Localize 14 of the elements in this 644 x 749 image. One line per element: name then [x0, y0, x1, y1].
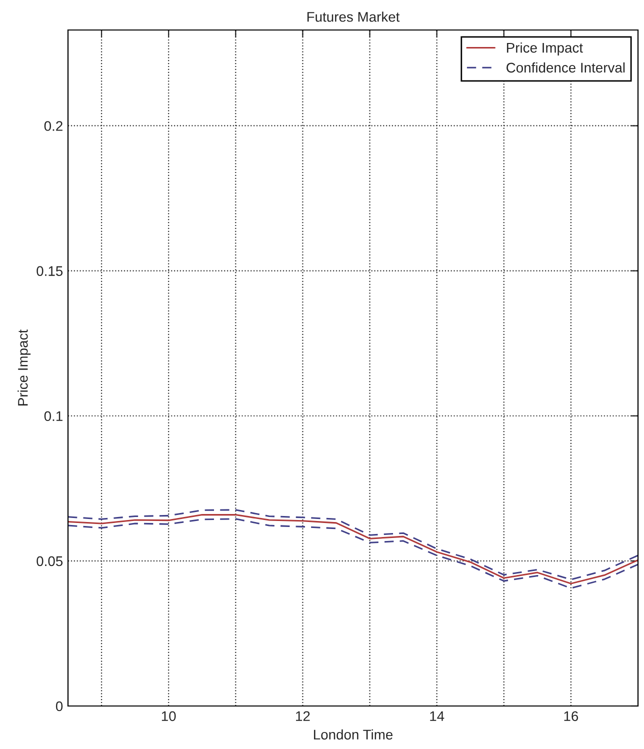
x-tick-label: 12: [296, 711, 310, 721]
y-tick-label: 0.05: [36, 556, 63, 566]
x-tick-label: 16: [564, 711, 578, 722]
y-tick-label: 0: [56, 701, 63, 712]
x-tick-label: 14: [430, 711, 444, 721]
chart-title: Futures Market: [307, 12, 400, 22]
legend-label: Price Impact: [506, 42, 583, 56]
x-tick-label: 10: [162, 711, 176, 722]
y-tick-label: 0.1: [44, 411, 62, 422]
y-axis-title: Price Impact: [18, 330, 31, 406]
y-tick-label: 0.2: [44, 121, 62, 131]
y-tick-label: 0.15: [36, 266, 63, 276]
x-axis-title: London Time: [314, 729, 393, 740]
legend-label: Confidence Interval: [506, 62, 625, 73]
